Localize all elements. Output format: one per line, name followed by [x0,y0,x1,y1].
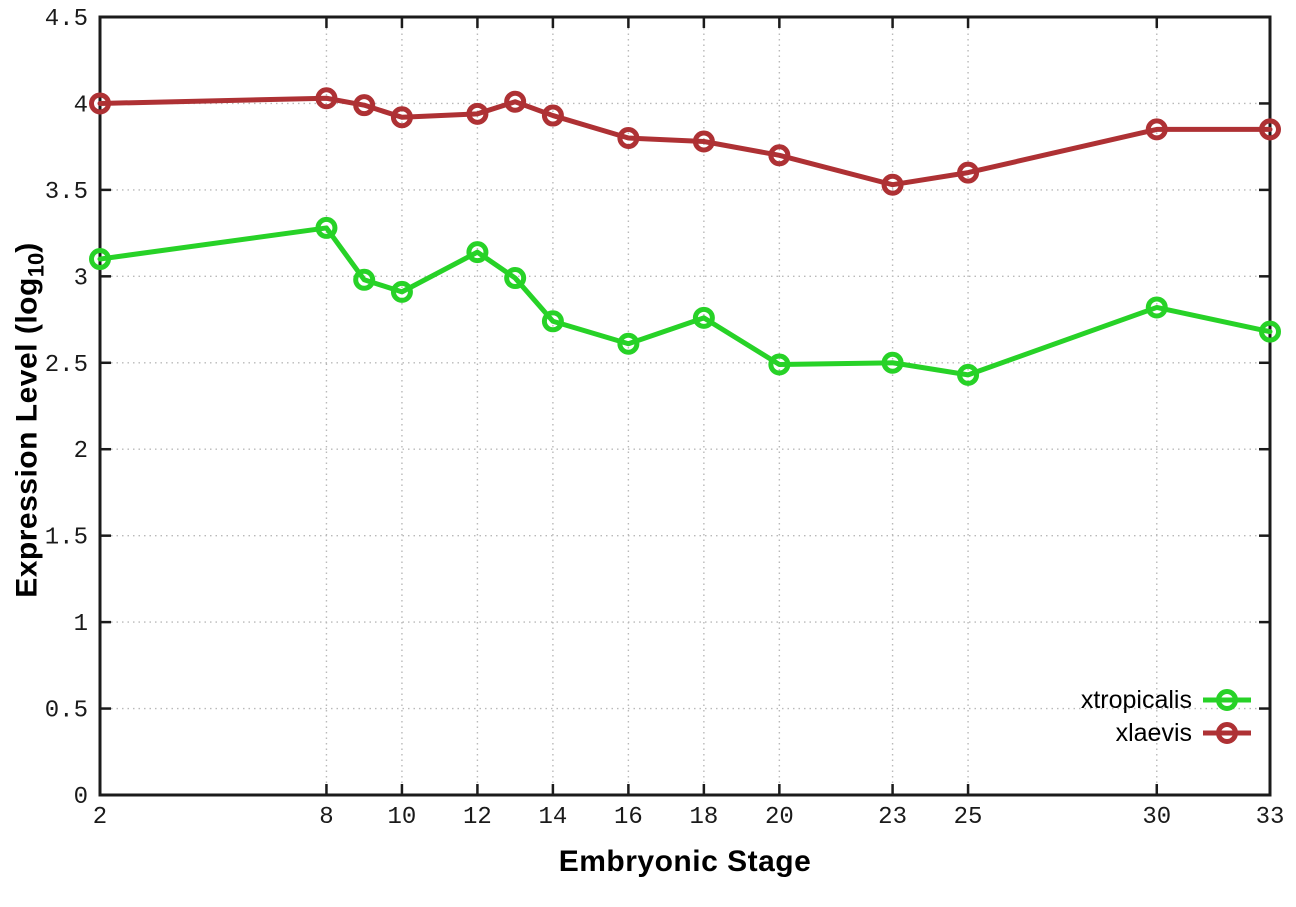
y-axis-title: Expression Level (log10) [11,242,50,598]
y-tick-label: 3.5 [45,179,88,206]
legend-row-xtropicalis: xtropicalis [1080,685,1252,714]
legend-label-xtropicalis: xtropicalis [1080,685,1192,714]
x-tick-label: 25 [954,804,983,831]
legend-row-xlaevis: xlaevis [1081,718,1252,747]
data-point-xlaevis [315,87,338,110]
legend: xtropicalis xlaevis [1080,685,1252,747]
y-tick-label: 0 [74,784,88,811]
y-tick-label: 2.5 [45,352,88,379]
y-tick-label: 4.5 [45,6,88,33]
x-tick-label: 14 [538,804,567,831]
data-point-xlaevis [541,104,564,127]
data-point-xlaevis [1259,118,1281,141]
y-tick-label: 1 [74,611,88,638]
legend-label-xlaevis: xlaevis [1115,718,1192,747]
x-tick-label: 30 [1142,804,1171,831]
data-point-xlaevis [692,130,715,153]
data-point-xtropicalis [353,268,376,291]
data-point-xlaevis [881,173,904,196]
data-point-xtropicalis [768,353,791,376]
x-tick-label: 12 [463,804,492,831]
data-point-xtropicalis [541,310,564,333]
data-point-xlaevis [89,92,111,115]
y-axis-title-close: ) [10,242,44,253]
data-point-xtropicalis [504,267,527,290]
plot-border [98,15,1272,797]
data-point-xlaevis [1145,118,1168,141]
data-point-xtropicalis [617,332,640,355]
y-tick-label: 1.5 [45,525,88,552]
x-tick-label: 33 [1256,804,1285,831]
y-tick-label: 4 [74,92,88,119]
data-point-xtropicalis [1145,296,1168,319]
legend-marker-xtropicalis-icon [1203,689,1251,711]
y-axis-title-subscript: 10 [23,252,49,278]
data-point-xtropicalis [957,363,980,386]
y-tick-label: 2 [74,438,88,465]
x-tick-label: 20 [765,804,794,831]
data-point-xlaevis [504,90,527,113]
x-tick-label: 2 [93,804,107,831]
x-tick-label: 8 [319,804,333,831]
x-tick-label: 18 [689,804,718,831]
y-tick-label: 3 [74,265,88,292]
data-point-xtropicalis [390,280,413,303]
y-tick-label: 0.5 [45,698,88,725]
data-point-xlaevis [466,102,489,125]
data-point-xlaevis [390,106,413,129]
data-point-xtropicalis [1259,320,1281,343]
data-point-xlaevis [617,127,640,150]
x-tick-label: 23 [878,804,907,831]
legend-marker-xlaevis-icon [1203,722,1251,744]
data-point-xtropicalis [89,248,111,271]
data-point-xlaevis [768,144,791,167]
x-tick-label: 16 [614,804,643,831]
data-point-xtropicalis [692,306,715,329]
x-axis-title: Embryonic Stage [558,845,812,878]
y-axis-title-main: Expression Level (log [10,277,44,598]
data-point-xtropicalis [315,216,338,239]
data-point-xtropicalis [881,351,904,374]
series-line-xlaevis [97,95,1273,188]
series-line-xtropicalis [97,225,1273,378]
x-tick-label: 10 [388,804,417,831]
data-point-xlaevis [957,161,980,184]
data-point-xtropicalis [466,241,489,264]
data-point-xlaevis [353,94,376,117]
